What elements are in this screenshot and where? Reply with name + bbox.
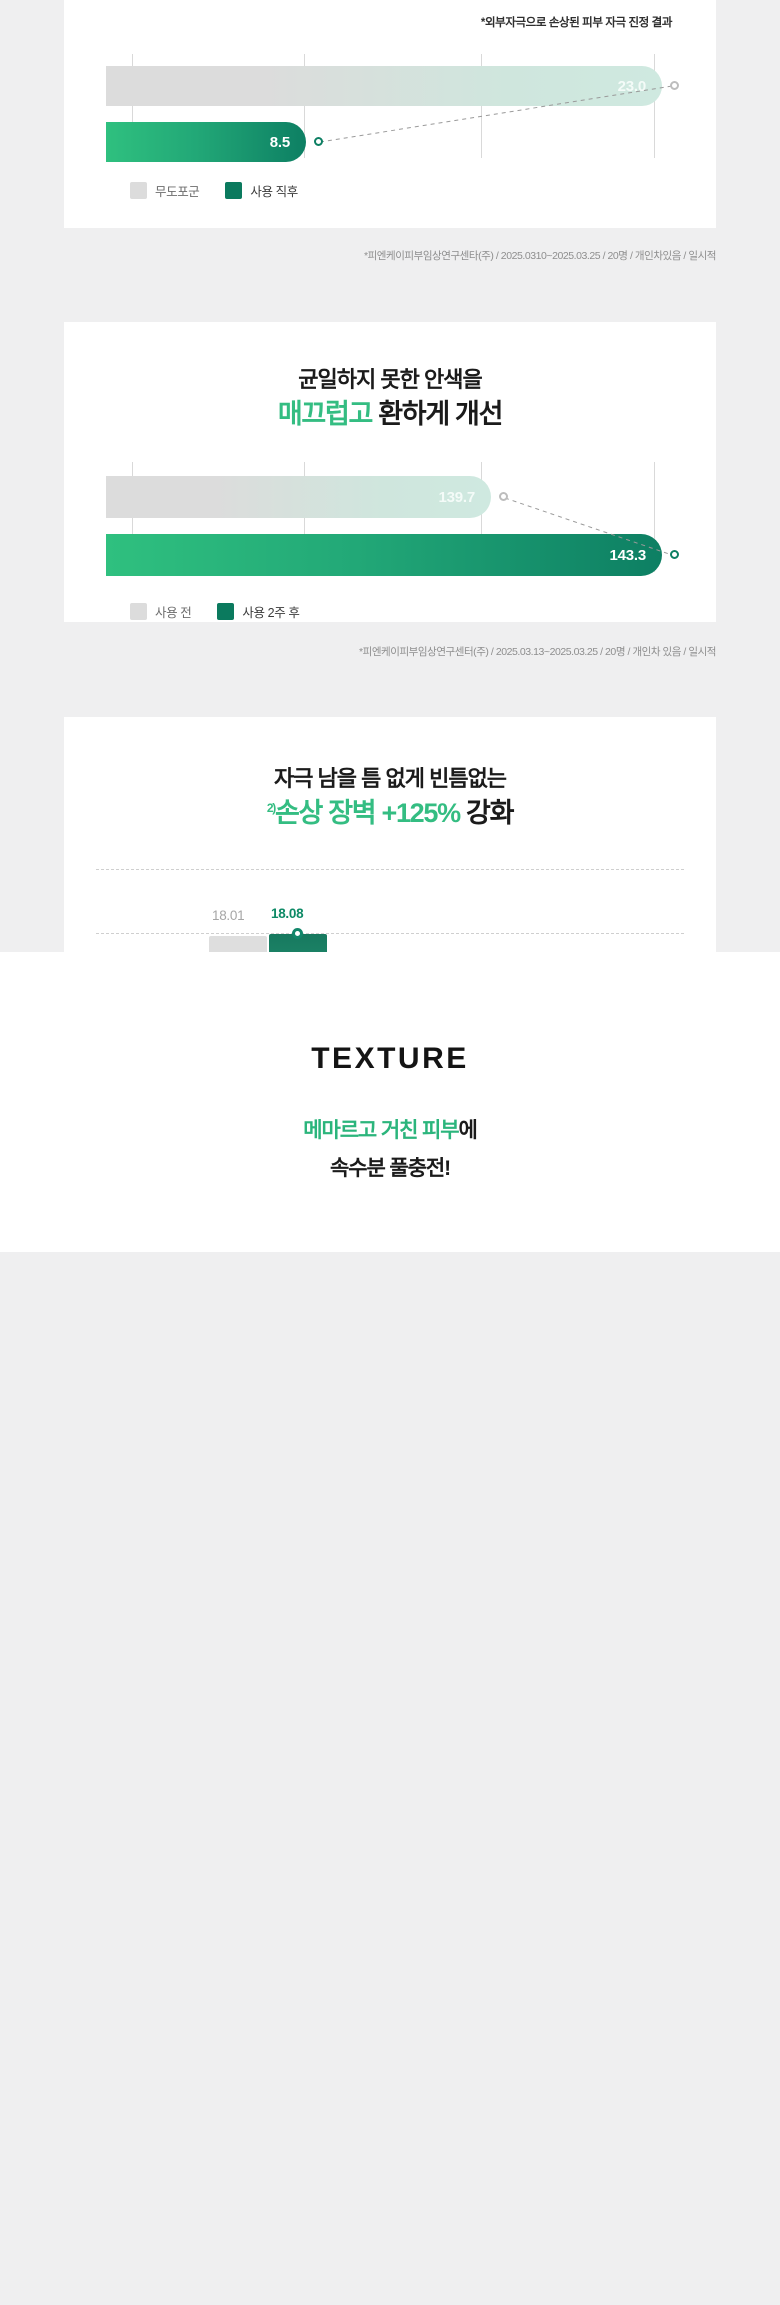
legend-label: 사용 2주 후 <box>242 606 300 620</box>
panel3-title-line1: 자극 남을 틈 없게 빈틈없는 <box>273 766 507 791</box>
texture-section: TEXTURE 메마르고 거친 피부에 속수분 풀충전! <box>0 951 780 1252</box>
panel2-title-rest: 환하게 개선 <box>372 398 503 429</box>
gridline <box>96 933 684 934</box>
data-point-dot <box>670 550 679 559</box>
bar-value-label: 143.3 <box>609 546 646 564</box>
legend-swatch-green-icon <box>225 182 243 199</box>
panel2-title: 균일하지 못한 안색을 매끄럽고 환하게 개선 <box>64 322 716 431</box>
gridline <box>481 462 482 572</box>
panel3-title-rest: 강화 <box>459 797 514 828</box>
bar-before-use: 139.7 <box>106 476 491 518</box>
texture-sub-line1: 메마르고 거친 피부에 <box>0 1114 780 1144</box>
panel2-footnote: *피엔케이피부임상연구센터(주) / 2025.03.13~2025.03.25… <box>359 646 716 658</box>
panel3-title: 자극 남을 틈 없게 빈틈없는 2)손상 장벽 +125% 강화 <box>64 717 716 830</box>
data-point-dot <box>314 137 323 146</box>
bar-value-label: 23.0 <box>617 77 647 95</box>
legend-label: 무도포군 <box>155 185 200 199</box>
gridline <box>132 54 133 158</box>
trend-connector <box>319 85 673 143</box>
legend-item-no-application: 무도포군 <box>130 181 200 200</box>
data-point-dot <box>499 492 508 501</box>
data-point-dot <box>670 81 679 90</box>
panel2-title-line2: 매끄럽고 환하게 개선 <box>64 398 716 432</box>
panel2-chart: 139.7 143.3 <box>106 462 686 576</box>
bar-no-application: 23.0 <box>106 66 662 106</box>
legend-swatch-gray-icon <box>130 603 147 620</box>
texture-sub-highlight: 메마르고 거친 피부 <box>303 1118 459 1142</box>
panel1-note: *외부자극으로 손상된 피부 자극 진정 결과 <box>480 17 673 29</box>
gridline <box>654 54 655 158</box>
texture-sub-line2: 속수분 풀충전! <box>330 1156 451 1180</box>
panel2-title-highlight: 매끄럽고 <box>277 398 373 429</box>
panel2-title-line1: 균일하지 못한 안색을 <box>298 367 482 392</box>
gridline <box>481 54 482 158</box>
panel3-title-superscript: 2) <box>266 800 276 815</box>
bar-after-use: 8.5 <box>106 122 306 162</box>
panel3-title-highlight: 손상 장벽 +125% <box>274 797 461 828</box>
panel3-title-line2: 2)손상 장벽 +125% 강화 <box>64 797 716 831</box>
texture-heading: TEXTURE <box>311 1041 469 1075</box>
legend-item-after-use: 사용 직후 <box>225 181 298 200</box>
texture-sub-rest: 에 <box>458 1118 478 1142</box>
panel-stimulus-calming: *외부자극으로 손상된 피부 자극 진정 결과 23.0 8.5 <box>64 0 716 228</box>
data-point-dot <box>292 928 303 939</box>
column-value-label: 18.08 <box>271 906 304 921</box>
page-root: *외부자극으로 손상된 피부 자극 진정 결과 23.0 8.5 <box>0 0 780 1252</box>
legend-swatch-gray-icon <box>130 182 147 199</box>
column-value-label: 18.01 <box>212 908 245 923</box>
legend-item-after-2weeks: 사용 2주 후 <box>217 602 300 621</box>
trend-connector <box>504 497 673 556</box>
bar-value-label: 8.5 <box>269 133 290 151</box>
gridline <box>654 462 655 572</box>
panel-tone-improvement: 균일하지 못한 안색을 매끄럽고 환하게 개선 139.7 143.3 <box>64 322 716 622</box>
panel1-footnote: *피엔케이피부임상연구센타(주) / 2025.0310~2025.03.25 … <box>363 250 717 262</box>
panel2-legend: 사용 전 사용 2주 후 <box>130 602 315 621</box>
legend-swatch-green-icon <box>217 603 235 620</box>
legend-item-before-use: 사용 전 <box>130 602 192 621</box>
legend-label: 사용 직후 <box>250 185 298 199</box>
bar-after-2weeks: 143.3 <box>106 534 662 576</box>
panel1-chart: 23.0 8.5 <box>106 54 686 162</box>
legend-label: 사용 전 <box>155 606 192 620</box>
bar-value-label: 139.7 <box>438 488 475 506</box>
panel1-legend: 무도포군 사용 직후 <box>130 181 314 200</box>
gridline <box>96 869 684 870</box>
gridline <box>304 54 305 158</box>
